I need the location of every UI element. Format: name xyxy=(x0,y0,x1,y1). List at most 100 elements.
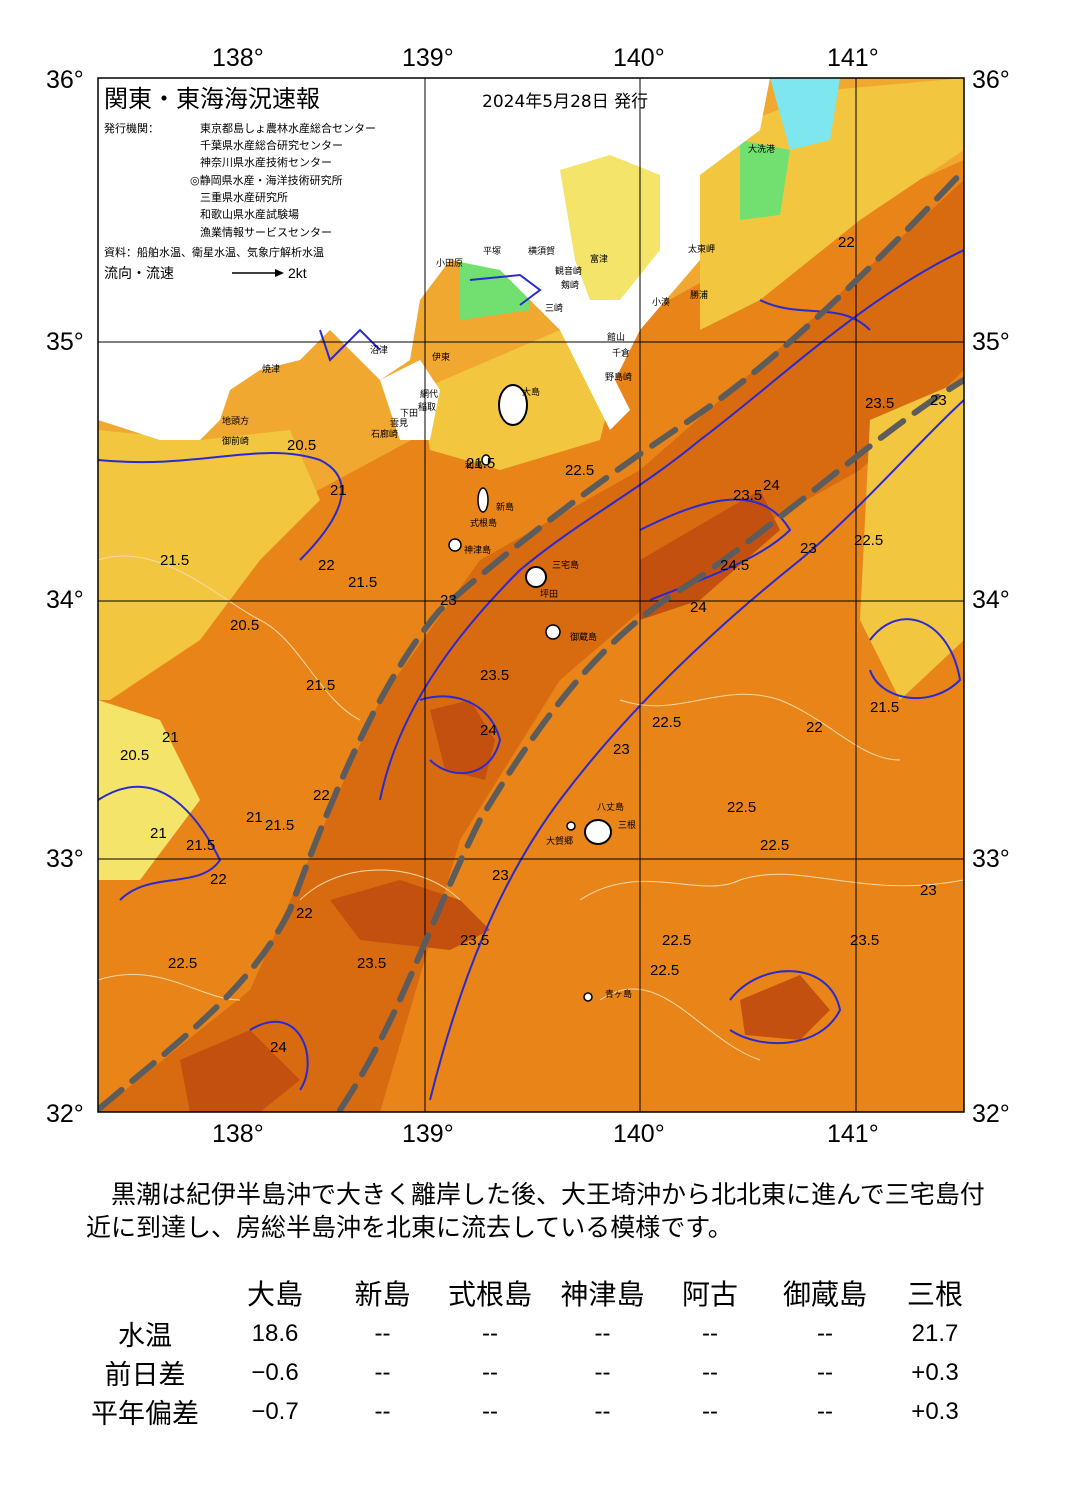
table-cell: 18.6 xyxy=(251,1319,299,1347)
issuer: ◎静岡県水産・海洋技術研究所 xyxy=(190,173,343,187)
hot-patch xyxy=(180,1030,300,1112)
island-mikurajima xyxy=(545,624,561,640)
minor-isotherm-lines xyxy=(98,555,964,1061)
table-cell: -- xyxy=(374,1358,391,1386)
isotherm-label: 21 xyxy=(330,482,347,499)
place-label: 利島 xyxy=(465,459,483,471)
issuer: 千葉県水産総合研究センター xyxy=(200,138,343,152)
isotherm-label: 21.5 xyxy=(186,837,215,854)
place-label: 太東岬 xyxy=(688,243,715,255)
isotherm-label: 20.5 xyxy=(120,747,149,764)
isotherm-label: 23.5 xyxy=(850,932,879,949)
isotherm-label: 23 xyxy=(440,592,457,609)
flow-scale: 2kt xyxy=(288,265,307,281)
row-label: 前日差 xyxy=(104,1360,186,1391)
table-cell: -- xyxy=(817,1358,833,1386)
table-cell: -- xyxy=(702,1319,718,1347)
table-row: 前日差 −0.6 -- -- -- -- -- +0.3 xyxy=(70,1353,980,1392)
table-cell: -- xyxy=(817,1397,833,1425)
isotherm-label: 22 xyxy=(318,557,335,574)
table-cell: -- xyxy=(702,1358,718,1386)
issuer-label: 発行機関： xyxy=(104,121,159,135)
lat-right-label: 36° xyxy=(972,66,1010,94)
flow-scale-arrowhead xyxy=(275,269,284,277)
station-header: 大島 xyxy=(246,1278,303,1311)
table-cell: -- xyxy=(594,1358,611,1386)
isotherm-label: 24 xyxy=(690,599,707,616)
table-cell: 21.7 xyxy=(911,1319,959,1347)
lon-top-label: 141° xyxy=(827,44,879,72)
place-label: 新島 xyxy=(496,501,514,513)
place-label: 御前崎 xyxy=(222,435,249,447)
hot-patch xyxy=(640,490,780,620)
land-boso-color xyxy=(560,155,660,300)
lat-left-label: 35° xyxy=(46,328,84,356)
boso-coastal-water xyxy=(700,78,964,330)
island-kozushima xyxy=(448,538,462,552)
place-label: 雲見 xyxy=(390,418,408,429)
isotherm-label: 21.5 xyxy=(348,574,377,591)
isotherm-label: 23 xyxy=(492,867,509,884)
table-cell: -- xyxy=(817,1319,833,1347)
isotherm-label: 23.5 xyxy=(865,395,894,412)
isotherm-label: 23.5 xyxy=(733,487,762,504)
island-toshima xyxy=(481,454,491,466)
place-label: 網代 xyxy=(420,388,438,400)
isotherm-label: 23 xyxy=(800,540,817,557)
isotherm-label: 22 xyxy=(806,719,823,736)
place-labels: 大洗港 太東岬 勝浦 小湊 館山 千倉 野島崎 富津 観音崎 剱崎 平塚 横須賀… xyxy=(222,143,775,1000)
table-cell: -- xyxy=(482,1358,498,1386)
lon-top-label: 139° xyxy=(402,44,454,72)
isotherm-label: 23.5 xyxy=(480,667,509,684)
kashima-cold xyxy=(770,78,840,150)
map-frame xyxy=(97,77,965,1113)
kuroshio-band xyxy=(98,180,964,1112)
hot-patch xyxy=(740,975,830,1040)
lat-left-label: 34° xyxy=(46,586,84,614)
table-cell: -- xyxy=(482,1319,498,1347)
issue-date: 2024年5月28日 発行 xyxy=(482,92,648,112)
hot-patch xyxy=(330,880,490,950)
lon-top-label: 140° xyxy=(613,44,665,72)
place-label: 三崎 xyxy=(545,302,563,314)
island-oshima xyxy=(498,384,528,426)
isotherm-label: 24 xyxy=(270,1039,287,1056)
table-cell: -- xyxy=(482,1397,498,1425)
station-header: 阿古 xyxy=(681,1278,738,1311)
isotherm-label: 24 xyxy=(763,477,780,494)
place-label: 観音崎 xyxy=(555,265,582,277)
issuer: 神奈川県水産技術センター xyxy=(200,155,332,169)
lat-left-label: 33° xyxy=(46,845,84,873)
place-label: 千倉 xyxy=(612,347,630,359)
place-label: 剱崎 xyxy=(561,279,579,291)
place-label: 石廊崎 xyxy=(371,428,398,440)
table-cell: -- xyxy=(374,1397,391,1425)
place-label: 坪田 xyxy=(540,589,558,600)
island-miyakejima xyxy=(525,566,547,588)
lat-left-label: 32° xyxy=(46,1100,84,1128)
place-label: 大洗港 xyxy=(748,143,775,155)
flow-label: 流向・流速 xyxy=(104,266,174,282)
place-label: 式根島 xyxy=(470,517,497,529)
isotherm-label: 22 xyxy=(210,871,227,888)
lat-right-label: 33° xyxy=(972,845,1010,873)
lon-bottom-label: 140° xyxy=(613,1120,665,1148)
table-header-row: 大島 新島 式根島 神津島 阿古 御蔵島 三根 xyxy=(70,1272,980,1314)
issuer: 和歌山県水産試験場 xyxy=(200,207,299,221)
map-header: 関東・東海海況速報 2024年5月28日 発行 発行機関： 東京都島しょ農林水産… xyxy=(104,85,648,282)
isotherm-label: 21 xyxy=(246,809,263,826)
place-label: 青ヶ島 xyxy=(605,988,632,1000)
data-sources: 資料：船舶水温、衛星水温、気象庁解析水温 xyxy=(104,245,324,259)
table-cell: -- xyxy=(594,1397,611,1425)
cool-coastal-west-2 xyxy=(98,700,200,880)
place-label: 稲取 xyxy=(418,401,436,413)
place-label: 八丈島 xyxy=(597,801,624,813)
lat-right-label: 34° xyxy=(972,586,1010,614)
isotherm-label: 22.5 xyxy=(662,932,691,949)
isotherm-label: 21.5 xyxy=(160,552,189,569)
island-hachijojima xyxy=(584,819,612,845)
isotherm-label: 20.5 xyxy=(230,617,259,634)
place-label: 大賀郷 xyxy=(546,835,573,847)
place-label: 御蔵島 xyxy=(570,631,597,643)
lat-right-label: 32° xyxy=(972,1100,1010,1128)
